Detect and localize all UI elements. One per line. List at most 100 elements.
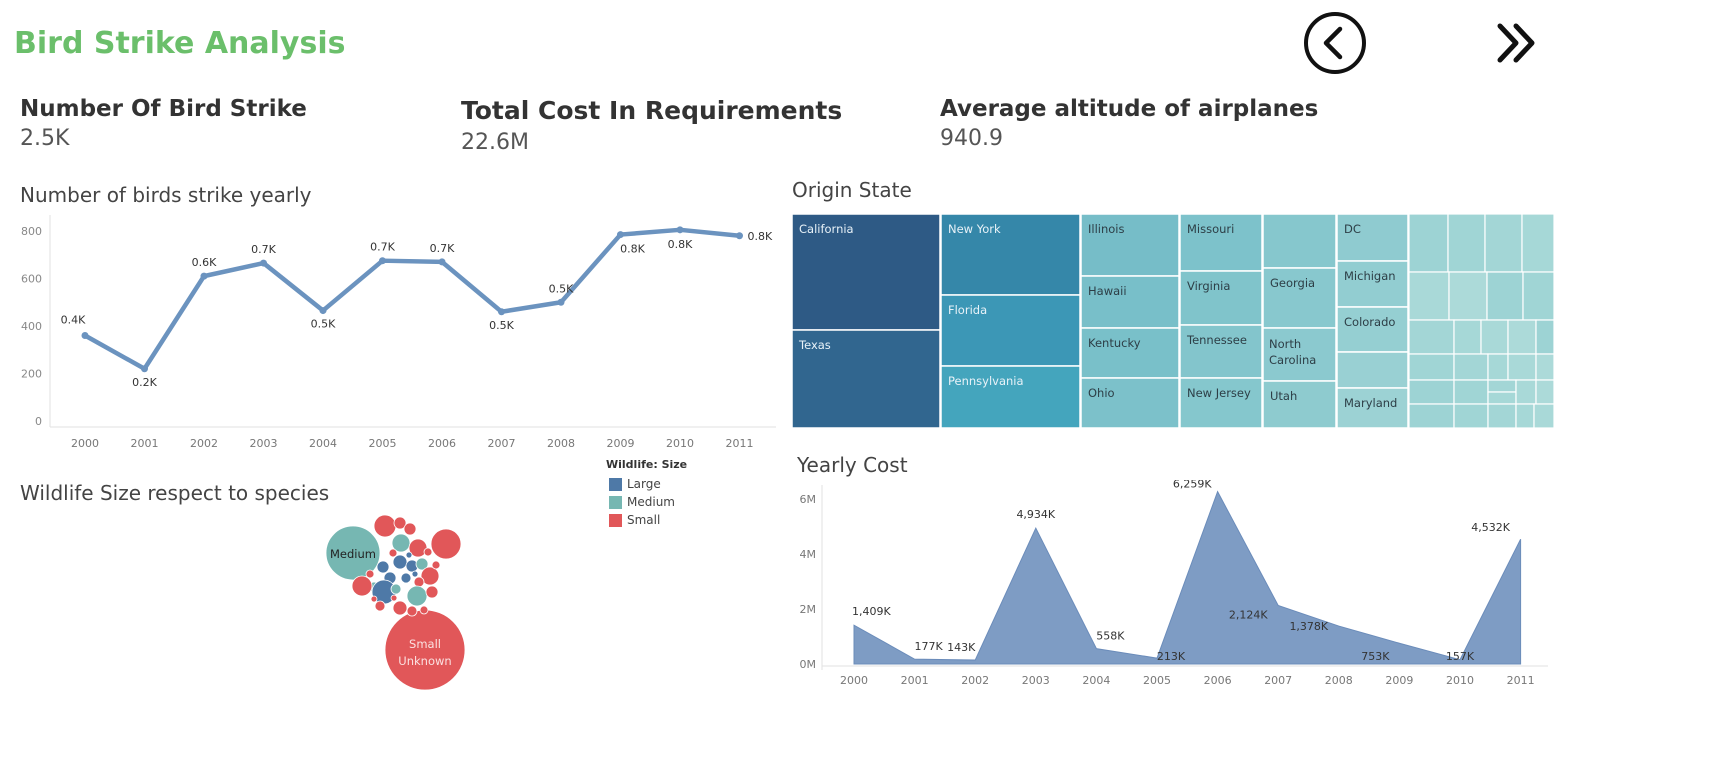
treemap-label: Carolina — [1269, 353, 1316, 367]
kpi-cost-value: 22.6M — [461, 130, 529, 155]
treemap-cell — [1262, 380, 1337, 429]
legend-swatch-large — [609, 477, 622, 491]
data-point — [617, 231, 624, 239]
x-tick-label: 2006 — [428, 437, 456, 450]
data-label: 0.7K — [430, 242, 455, 255]
bubble-medium — [325, 525, 381, 581]
x-tick-label: 2009 — [607, 437, 635, 450]
data-label: 1,409K — [852, 605, 891, 618]
x-tick-label: 2011 — [1507, 674, 1535, 687]
treemap-cell — [1453, 353, 1489, 381]
legend-item-medium[interactable]: Medium — [606, 493, 687, 511]
next-button[interactable] — [1492, 20, 1542, 66]
x-tick-label: 2009 — [1385, 674, 1413, 687]
treemap-cell — [1408, 379, 1455, 405]
bubble-small — [370, 595, 378, 603]
legend-item-small[interactable]: Small — [606, 511, 687, 529]
data-point — [200, 272, 208, 280]
treemap-cell — [1448, 271, 1488, 321]
legend-label-small: Small — [627, 513, 661, 527]
data-point — [736, 232, 743, 240]
x-tick-label: 2005 — [1143, 674, 1171, 687]
back-button[interactable] — [1302, 10, 1368, 76]
bubble-small — [373, 514, 397, 538]
bubble-chart: Medium Small Unknown — [325, 514, 466, 691]
legend-swatch-small — [609, 513, 622, 527]
data-label: 753K — [1361, 650, 1390, 663]
bubble-small — [388, 548, 398, 558]
data-point — [141, 365, 148, 373]
area-chart-title: Yearly Cost — [797, 453, 908, 477]
data-label: 0.8K — [620, 243, 645, 256]
treemap-cell — [1080, 275, 1180, 329]
treemap-cell — [791, 213, 941, 331]
data-label: 177K — [914, 640, 943, 653]
legend-swatch-medium — [609, 495, 622, 509]
double-chevron-right-icon — [1497, 23, 1535, 63]
treemap-cell — [1515, 403, 1535, 429]
area-series — [853, 490, 1522, 665]
bubble-large — [411, 570, 419, 578]
x-tick-label: 2008 — [1325, 674, 1353, 687]
bubble-small — [406, 605, 418, 617]
y-tick-label: 800 — [21, 225, 42, 238]
y-tick-label: 0M — [800, 658, 817, 671]
x-tick-label: 2010 — [1446, 674, 1474, 687]
dashboard-title: Bird Strike Analysis — [14, 26, 346, 61]
treemap-cell — [1408, 353, 1455, 381]
treemap-label: Georgia — [1270, 276, 1315, 290]
data-label: 0.7K — [251, 243, 276, 256]
x-tick-label: 2001 — [131, 437, 159, 450]
y-tick-label: 200 — [21, 368, 42, 381]
x-tick-label: 2008 — [547, 437, 575, 450]
treemap-label: Virginia — [1187, 279, 1230, 293]
series-line — [82, 227, 742, 371]
bubble-large — [405, 551, 413, 559]
kpi-altitude-label: Average altitude of airplanes — [940, 96, 1319, 122]
data-label: 0.6K — [192, 256, 217, 269]
line-chart: 0 200 400 600 800 0.4K 2000 0.2K 2001 0.6K 2002 0.7… — [21, 215, 776, 450]
treemap-label: DC — [1344, 222, 1361, 236]
treemap-cell — [1515, 379, 1537, 405]
data-label: 4,934K — [1016, 508, 1055, 521]
bubble-medium — [391, 533, 411, 553]
bubble-large — [392, 554, 408, 570]
bubble-small — [423, 547, 433, 557]
legend-label-large: Large — [627, 477, 661, 491]
x-tick-label: 2003 — [1022, 674, 1050, 687]
bubble-large — [400, 572, 412, 584]
treemap-label: New York — [948, 222, 1001, 236]
treemap-cell — [1336, 387, 1409, 429]
treemap-cell — [1535, 319, 1555, 355]
legend-item-large[interactable]: Large — [606, 475, 687, 493]
treemap-label: Pennsylvania — [948, 374, 1024, 388]
data-point — [379, 257, 386, 265]
treemap-cell — [1262, 327, 1337, 382]
treemap-cell — [1535, 353, 1555, 381]
bubble-medium — [415, 557, 429, 571]
size-legend: Wildlife: Size Large Medium Small — [606, 458, 687, 529]
bubble-label-unknown: Unknown — [398, 654, 451, 668]
bubble-small — [419, 605, 429, 615]
treemap-label: Utah — [1270, 389, 1297, 403]
line-chart-title: Number of birds strike yearly — [20, 183, 312, 207]
treemap-cell — [1179, 324, 1263, 379]
legend-title: Wildlife: Size — [606, 458, 688, 471]
x-tick-label: 2002 — [190, 437, 218, 450]
data-label: 0.5K — [489, 319, 514, 332]
treemap-label: Texas — [798, 338, 831, 352]
bubble-large — [376, 560, 390, 574]
treemap-cell — [1522, 271, 1555, 321]
treemap-cell — [1447, 213, 1486, 273]
treemap-cell — [1336, 351, 1409, 389]
treemap-label: Missouri — [1187, 222, 1234, 236]
data-label: 0.5K — [549, 282, 574, 295]
data-point — [498, 308, 505, 316]
bubble-small — [425, 585, 439, 599]
treemap-label: Ohio — [1088, 386, 1115, 400]
treemap-label: Hawaii — [1088, 284, 1127, 298]
treemap-cell — [1480, 319, 1509, 355]
treemap-cell — [1453, 379, 1489, 405]
treemap-cell — [1408, 213, 1449, 273]
kpi-strikes-label: Number Of Bird Strike — [20, 96, 307, 122]
